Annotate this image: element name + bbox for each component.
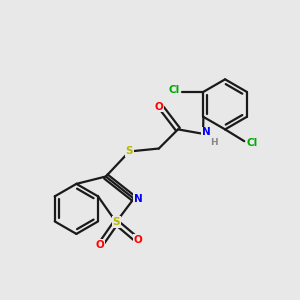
Text: O: O (96, 240, 104, 250)
Text: N: N (202, 127, 211, 137)
Text: S: S (126, 146, 133, 157)
Text: Cl: Cl (247, 138, 258, 148)
Text: O: O (134, 235, 142, 245)
Text: S: S (112, 217, 120, 227)
Text: H: H (210, 137, 218, 146)
Text: Cl: Cl (168, 85, 180, 95)
Text: N: N (134, 194, 142, 204)
Text: O: O (154, 102, 163, 112)
